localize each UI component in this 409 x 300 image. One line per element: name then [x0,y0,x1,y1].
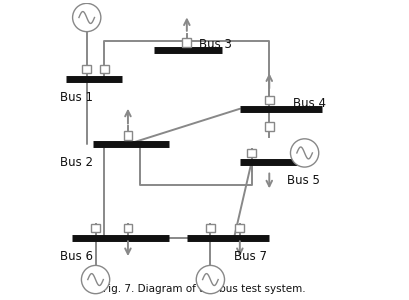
Bar [124,224,133,232]
Text: Bus 4: Bus 4 [293,97,326,110]
Circle shape [81,266,110,294]
Bar [182,38,191,47]
Circle shape [72,3,101,32]
Bar [91,224,100,232]
Circle shape [196,266,225,294]
Bar [124,131,133,140]
Bar [100,64,109,74]
Text: Bus 6: Bus 6 [60,250,93,263]
Text: Bus 1: Bus 1 [60,91,93,104]
Bar [206,224,215,232]
Circle shape [290,139,319,167]
Text: Fig. 7. Diagram of a 7-bus test system.: Fig. 7. Diagram of a 7-bus test system. [103,284,306,294]
Text: Bus 5: Bus 5 [287,174,320,187]
Bar [82,64,91,74]
Bar [265,95,274,104]
Text: Bus 7: Bus 7 [234,250,267,263]
Bar [247,148,256,158]
Bar [265,122,274,131]
Text: Bus 3: Bus 3 [199,38,231,51]
Bar [236,224,244,232]
Text: Bus 2: Bus 2 [60,156,93,169]
